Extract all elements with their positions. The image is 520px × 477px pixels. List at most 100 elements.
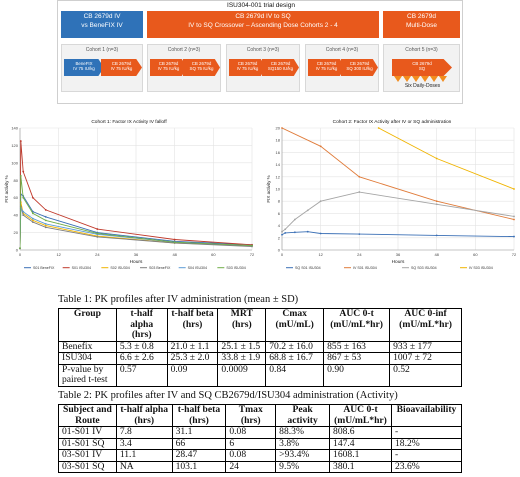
table-cell: 70.2 ± 16.0 bbox=[265, 340, 325, 353]
table-cell: 0.0009 bbox=[217, 363, 267, 387]
x-tick-label: 36 bbox=[396, 252, 401, 257]
data-point bbox=[358, 191, 361, 193]
data-point bbox=[435, 203, 438, 206]
table-cell: 103.1 bbox=[171, 460, 227, 473]
table-row: ISU304 6.6 ± 2.6 25.3 ± 2.0 33.8 ± 1.9 68.8 … bbox=[58, 352, 462, 365]
x-axis-label: Hours bbox=[130, 259, 143, 265]
y-tick-label: 2 bbox=[278, 235, 281, 240]
table-cell: 0.08 bbox=[225, 449, 277, 462]
chart1-title: Cohort 1: Factor IX Activity IV falloff bbox=[91, 120, 167, 125]
data-point bbox=[513, 218, 515, 221]
table-cell: 03-S01 IV bbox=[58, 449, 117, 462]
data-point bbox=[173, 238, 176, 241]
table-cell: 11.1 bbox=[115, 449, 173, 462]
table-cell: 01-S01 IV bbox=[58, 426, 117, 439]
y-tick-label: 18 bbox=[276, 138, 281, 143]
table-cell: - bbox=[390, 426, 463, 439]
data-point bbox=[22, 210, 25, 213]
header-cohort5: CB 2679d Multi-Dose bbox=[383, 11, 460, 38]
six-daily-doses-label: Six Daily-Doses bbox=[404, 83, 441, 89]
arrow-line1: CB 2679d bbox=[111, 61, 132, 66]
series-line bbox=[378, 128, 514, 190]
column-header: Peak activity bbox=[275, 404, 331, 427]
cohort-label: Cohort 5 (n=3) bbox=[405, 47, 438, 53]
series-line bbox=[20, 175, 252, 249]
table1-header-row: Group t-half alpha (hrs) t-half beta (hrs)… bbox=[58, 308, 462, 342]
data-point bbox=[31, 212, 34, 215]
data-point bbox=[44, 215, 47, 218]
y-axis-label: FIX activity % bbox=[4, 175, 9, 202]
dose-marker-icon bbox=[394, 76, 402, 82]
legend-entry: S03 BeneFIX bbox=[149, 266, 171, 270]
column-header: Tmax (hrs) bbox=[225, 404, 277, 427]
arrow-line2: IV 75 IU/kg bbox=[236, 66, 259, 71]
arrow-line2: IV 75 IU/kg bbox=[73, 66, 95, 71]
table-cell: NA bbox=[115, 460, 173, 473]
x-tick-label: 0 bbox=[19, 252, 22, 257]
data-point bbox=[19, 175, 22, 177]
legend-entry: S03 ISU304 bbox=[226, 266, 245, 270]
series-line bbox=[282, 191, 514, 233]
data-point bbox=[22, 214, 25, 217]
y-tick-label: 10 bbox=[276, 187, 281, 192]
cohort5-box: Cohort 5 (n=3) CB 2679d SQ Six Daily-Dos… bbox=[383, 44, 460, 92]
y-tick-label: 4 bbox=[278, 223, 281, 228]
table-cell: Benefix bbox=[58, 340, 117, 353]
header-line2: IV to SQ Crossover – Ascending Dose Coho… bbox=[188, 21, 338, 29]
data-point bbox=[31, 219, 34, 222]
data-point bbox=[281, 230, 283, 233]
x-tick-label: 0 bbox=[281, 252, 284, 257]
y-tick-label: 60 bbox=[14, 195, 19, 200]
legend-entry: S01 ISU304 bbox=[72, 266, 91, 270]
table2: Subject and Route t-half alpha (hrs) t-hal… bbox=[58, 404, 463, 473]
data-point bbox=[281, 233, 283, 236]
legend-entry: SQ S01 ISU304 bbox=[295, 266, 321, 270]
dose-arrow: CB 2679d SQ 300 IU/kg bbox=[341, 59, 378, 76]
x-tick-label: 72 bbox=[250, 252, 255, 257]
table-cell: 23.6% bbox=[390, 460, 463, 473]
x-tick-label: 48 bbox=[434, 252, 439, 257]
table-cell: 0.84 bbox=[265, 363, 325, 387]
column-header: AUC 0-t (mU/mL*hr) bbox=[323, 308, 391, 342]
table-cell: P-value by paired t-test bbox=[58, 363, 117, 387]
table-cell: - bbox=[390, 449, 463, 462]
chart1-plot: 0 20 40 60 80 100 120 140 0 12 24 36 48 60 72 Hours FIX … bbox=[4, 126, 255, 271]
table-row: 03-S01 SQ NA 103.1 24 9.5% 380.1 23.6% bbox=[58, 460, 463, 473]
arrow-line1: CB 2679d bbox=[158, 61, 179, 66]
cohort-label: Cohort 2 (n=3) bbox=[167, 47, 201, 53]
header-cohorts-2-4: CB 2679d IV to SQ IV to SQ Crossover – A… bbox=[147, 11, 379, 38]
table-cell: 0.57 bbox=[115, 363, 168, 387]
dose-arrow: CB 2679d IV 75 IU/kg bbox=[229, 59, 266, 76]
header-line2: vs BeneFIX IV bbox=[81, 21, 123, 29]
table-cell: 0.52 bbox=[389, 363, 462, 387]
table-cell: 6 bbox=[225, 437, 277, 450]
x-tick-label: 60 bbox=[211, 252, 216, 257]
data-point bbox=[435, 157, 438, 160]
data-point bbox=[284, 228, 287, 231]
x-tick-label: 12 bbox=[318, 252, 323, 257]
dose-arrow: CB 2679d IV 75 IU/kg bbox=[101, 59, 142, 76]
chart2-title: Cohort 2: Factor IX Activity after IV or… bbox=[332, 120, 452, 125]
arrow-line2: SQ150 IU/kg bbox=[267, 66, 294, 71]
data-point bbox=[251, 244, 253, 247]
data-point bbox=[19, 247, 21, 250]
y-tick-label: 80 bbox=[14, 178, 19, 183]
table-cell: 01-S01 SQ bbox=[58, 437, 117, 450]
table-cell: 855 ± 163 bbox=[323, 340, 391, 353]
y-tick-label: 100 bbox=[11, 160, 18, 165]
arrow-line2: IV 75 IU/kg bbox=[110, 66, 133, 71]
data-point bbox=[281, 127, 283, 129]
series-line bbox=[282, 231, 514, 238]
dose-arrow: BeneFIX IV 75 IU/kg bbox=[64, 59, 104, 76]
data-point bbox=[377, 127, 380, 129]
column-header: Group bbox=[58, 308, 117, 342]
table1-body: Benefix 5.3 ± 0.8 21.0 ± 1.1 25.1 ± 1.5 70.2… bbox=[58, 340, 462, 387]
chart-cohort1: Cohort 1: Factor IX Activity IV falloff … bbox=[0, 118, 258, 278]
data-point bbox=[293, 218, 296, 221]
legend-entry: S04 ISU304 bbox=[188, 266, 207, 270]
chart-cohort2: Cohort 2: Factor IX Activity after IV or… bbox=[264, 118, 520, 278]
dose-arrow: CB 2679d IV 75 IU/kg bbox=[150, 59, 187, 76]
data-point bbox=[44, 219, 47, 222]
dose-arrow: CB 2679d SQ 75 IU/kg bbox=[183, 59, 220, 76]
table-row: 03-S01 IV 11.1 28.47 0.08 >93.4% 1608.1- bbox=[58, 449, 463, 462]
